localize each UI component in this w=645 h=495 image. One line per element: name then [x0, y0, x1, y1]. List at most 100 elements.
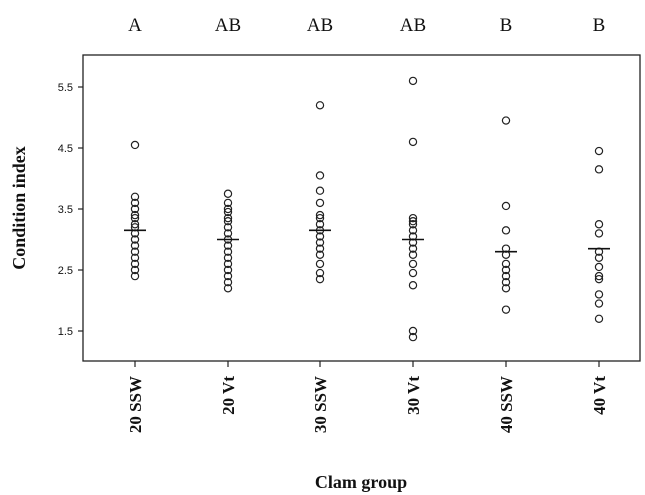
data-point: [594, 271, 604, 281]
y-axis-ticks: 1.5 2.5 3.5 4.5 5.5: [58, 82, 83, 338]
y-tick-label: 5.5: [58, 82, 73, 94]
data-point: [223, 207, 233, 217]
data-point: [408, 332, 418, 342]
data-point: [130, 235, 140, 244]
data-point: [223, 189, 233, 198]
group-letters: A AB AB AB B B: [128, 15, 605, 36]
data-point: [130, 140, 140, 150]
data-point: [501, 265, 511, 275]
group-letter: AB: [400, 15, 426, 36]
data-point: [315, 274, 325, 284]
data-point: [408, 76, 418, 86]
data-point: [130, 247, 140, 256]
data-point: [315, 101, 325, 110]
data-point: [223, 223, 233, 232]
data-point: [594, 165, 604, 174]
data-point: [408, 213, 418, 223]
group-means: [124, 229, 610, 253]
data-point: [594, 274, 604, 284]
y-tick-label: 1.5: [58, 326, 73, 338]
data-point: [501, 305, 511, 314]
group-letter: B: [593, 15, 606, 36]
data-point: [315, 198, 325, 208]
x-tick-label: 30 Vt: [404, 376, 423, 415]
data-point: [408, 226, 418, 235]
data-point: [501, 259, 511, 269]
data-point: [130, 241, 140, 250]
group-letter: A: [128, 15, 142, 36]
data-point: [408, 268, 418, 278]
data-point: [594, 314, 604, 323]
data-point: [408, 137, 418, 147]
data-point: [130, 213, 140, 223]
data-point: [594, 220, 604, 229]
data-point: [130, 198, 140, 208]
data-point: [223, 265, 233, 275]
x-tick-label: 40 SSW: [497, 376, 516, 433]
data-point: [223, 216, 233, 226]
y-axis-title: Condition index: [9, 146, 29, 270]
plot-frame: [82, 54, 641, 362]
data-point: [408, 250, 418, 259]
data-point: [315, 213, 325, 223]
data-point: [501, 284, 511, 293]
data-point: [501, 278, 511, 287]
data-point: [130, 220, 140, 229]
data-point: [130, 259, 140, 269]
data-point: [594, 290, 604, 299]
data-point: [408, 220, 418, 229]
x-tick-label: 30 SSW: [311, 376, 330, 433]
x-tick-label: 20 SSW: [126, 376, 145, 433]
data-point: [130, 192, 140, 201]
data-point: [130, 210, 140, 220]
data-point: [223, 213, 233, 223]
data-point: [315, 220, 325, 229]
data-point: [223, 278, 233, 287]
data-point: [315, 268, 325, 278]
data-point: [223, 253, 233, 262]
data-point: [594, 253, 604, 262]
data-point: [315, 250, 325, 259]
data-point: [223, 204, 233, 214]
data-point: [223, 241, 233, 250]
data-point: [501, 271, 511, 281]
data-point: [130, 265, 140, 275]
data-point: [501, 226, 511, 235]
data-point: [594, 262, 604, 272]
data-point: [130, 271, 140, 281]
data-point: [408, 216, 418, 226]
data-point: [408, 259, 418, 269]
y-tick-label: 4.5: [58, 143, 73, 155]
data-point: [408, 326, 418, 336]
data-point: [408, 281, 418, 290]
data-point: [223, 229, 233, 238]
data-point: [501, 116, 511, 125]
data-point: [315, 171, 325, 180]
data-point: [408, 244, 418, 253]
data-point: [223, 284, 233, 293]
data-point: [315, 232, 325, 241]
data-point: [223, 198, 233, 208]
data-point: [594, 146, 604, 156]
data-point: [223, 247, 233, 256]
data-point: [130, 253, 140, 262]
y-tick-label: 3.5: [58, 204, 73, 216]
data-point: [594, 229, 604, 238]
data-point: [315, 238, 325, 247]
data-point: [315, 259, 325, 269]
data-point: [315, 210, 325, 220]
data-point: [223, 259, 233, 269]
data-point: [501, 201, 511, 211]
data-point: [315, 186, 325, 195]
x-axis-title: Clam group: [315, 472, 407, 492]
data-points: [130, 76, 604, 342]
x-tick-label: 20 Vt: [219, 376, 238, 415]
data-point: [130, 204, 140, 214]
group-letter: AB: [307, 15, 333, 36]
group-letter: B: [500, 15, 513, 36]
data-point: [223, 271, 233, 281]
x-axis-ticks: 20 SSW 20 Vt 30 SSW 30 Vt 40 SSW 40 Vt: [126, 361, 609, 433]
group-letter: AB: [215, 15, 241, 36]
x-tick-label: 40 Vt: [590, 376, 609, 415]
